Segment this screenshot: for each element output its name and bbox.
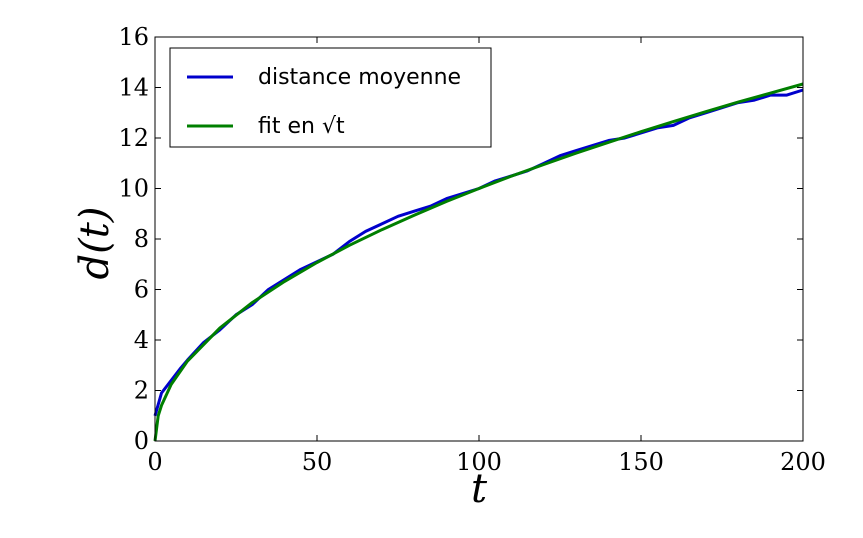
y-tick-label: 6 [134,276,149,304]
y-tick-label: 16 [118,23,149,51]
y-tick-label: 0 [134,427,149,455]
legend: distance moyenne fit en √t [169,47,492,148]
legend-label-distance-moyenne: distance moyenne [258,65,461,90]
x-tick-label: 50 [302,448,333,476]
legend-label-fit-en-sqrt-t: fit en √t [258,114,345,139]
y-tick-label: 14 [118,74,149,102]
x-tick-label: 100 [456,448,502,476]
y-tick-label: 2 [134,377,149,405]
legend-box [169,47,492,148]
y-axis-label: d(t) [72,207,118,280]
x-tick-label: 150 [618,448,664,476]
x-axis-label: t [471,466,488,512]
y-tick-label: 12 [118,124,149,152]
y-tick-label: 8 [134,225,149,253]
plot-frame [154,36,804,442]
x-tick-label: 200 [780,448,826,476]
y-tick-label: 10 [118,175,149,203]
series-line-1 [153,82,804,442]
y-tick-label: 4 [134,326,149,354]
tick-layer: 0 50 100 150 200 0 2 4 6 8 10 12 14 16 [118,23,825,476]
series-layer [153,82,804,442]
x-tick-label: 0 [147,448,162,476]
